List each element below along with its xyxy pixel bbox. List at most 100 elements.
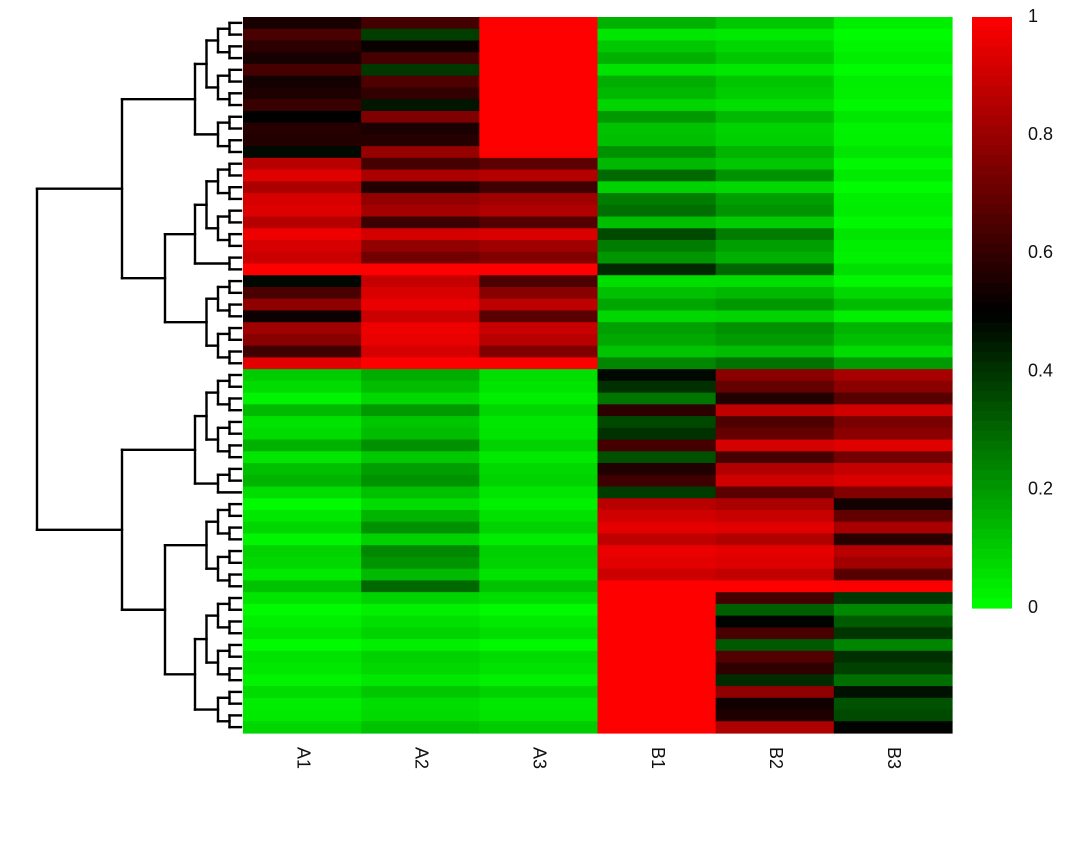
heatmap-cell — [833, 63, 953, 77]
heatmap-cell — [243, 486, 362, 499]
color-legend-step — [972, 145, 1012, 156]
heatmap-cell — [243, 380, 362, 394]
heatmap-cell — [833, 193, 953, 206]
heatmap-cell — [597, 580, 717, 593]
heatmap-cell — [479, 674, 599, 687]
heatmap-cell — [597, 451, 717, 464]
heatmap-cell — [715, 427, 835, 441]
heatmap-cell — [361, 486, 480, 499]
heatmap-cell — [715, 545, 835, 558]
heatmap-cell — [243, 345, 362, 358]
heatmap-cell — [361, 310, 480, 323]
heatmap-cell — [479, 357, 599, 370]
color-legend-step — [972, 332, 1012, 343]
heatmap-cell — [715, 556, 835, 570]
heatmap-cell — [597, 427, 717, 441]
heatmap-cell — [361, 275, 480, 288]
heatmap-cell — [833, 333, 953, 347]
heatmap-cell — [361, 169, 480, 182]
heatmap-cell — [243, 134, 362, 147]
heatmap-cell — [715, 533, 835, 546]
heatmap-cell — [243, 416, 362, 429]
color-legend-step — [972, 95, 1012, 107]
heatmap-cell — [243, 216, 362, 229]
heatmap-cell — [715, 592, 835, 605]
heatmap-cell — [243, 228, 362, 241]
heatmap-cell — [833, 427, 953, 441]
heatmap-cell — [361, 627, 480, 640]
heatmap-cell — [597, 193, 717, 206]
heatmap-cell — [361, 52, 480, 65]
color-legend-step — [972, 135, 1012, 146]
heatmap-cell — [715, 439, 835, 452]
heatmap-cell — [715, 486, 835, 499]
heatmap-cell — [597, 369, 717, 382]
color-legend-step — [972, 371, 1012, 383]
heatmap-cell — [479, 369, 599, 382]
heatmap-cell — [597, 509, 717, 523]
heatmap-cell — [715, 674, 835, 687]
heatmap-cell — [715, 521, 835, 535]
heatmap-cell — [833, 533, 953, 546]
color-legend-step — [972, 361, 1012, 373]
heatmap-cell — [243, 99, 362, 112]
heatmap-cell — [597, 75, 717, 89]
heatmap-cell — [833, 580, 953, 593]
heatmap-cell — [479, 463, 599, 476]
heatmap-cell — [243, 263, 362, 276]
heatmap-cell — [597, 627, 717, 640]
heatmap-cell — [479, 639, 599, 652]
heatmap-cell — [361, 509, 480, 523]
color-legend-step — [972, 519, 1012, 530]
heatmap-cell — [479, 521, 599, 535]
heatmap-cell — [715, 17, 835, 30]
heatmap-cell — [833, 650, 953, 664]
heatmap-cell — [715, 627, 835, 640]
heatmap-cell — [243, 603, 362, 617]
color-legend-tick-label: 0 — [1028, 597, 1038, 617]
heatmap-cell — [597, 650, 717, 664]
color-legend-step — [972, 548, 1012, 560]
heatmap-cell — [479, 216, 599, 229]
heatmap-cell — [597, 392, 717, 405]
heatmap-cell — [243, 639, 362, 652]
heatmap-cell — [479, 275, 599, 288]
heatmap-cell — [361, 251, 480, 265]
heatmap-cell — [715, 193, 835, 206]
heatmap-cell — [479, 40, 599, 53]
heatmap-cell — [715, 357, 835, 370]
heatmap-cell — [597, 146, 717, 159]
heatmap-cell — [833, 474, 953, 488]
color-legend-step — [972, 460, 1012, 471]
heatmap-cell — [597, 556, 717, 570]
heatmap-cell — [833, 134, 953, 147]
heatmap-cell — [479, 498, 599, 511]
heatmap-cell — [243, 333, 362, 347]
heatmap-cell — [479, 263, 599, 276]
column-label: A2 — [412, 747, 432, 769]
heatmap-cell — [597, 157, 717, 171]
heatmap-cell — [243, 545, 362, 558]
heatmap-cell — [479, 169, 599, 182]
heatmap-cell — [715, 345, 835, 358]
heatmap-cell — [597, 122, 717, 135]
heatmap-cell — [715, 498, 835, 511]
heatmap-cell — [243, 193, 362, 206]
heatmap-cell — [597, 263, 717, 276]
heatmap-cell — [361, 63, 480, 77]
heatmap-cell — [243, 251, 362, 265]
heatmap-cell — [479, 721, 599, 734]
heatmap-cell — [715, 650, 835, 664]
heatmap-cell — [597, 240, 717, 253]
heatmap-cell — [243, 298, 362, 312]
heatmap-cell — [597, 521, 717, 535]
heatmap-cell — [715, 369, 835, 382]
heatmap-cell — [715, 157, 835, 171]
heatmap-cell — [243, 404, 362, 417]
heatmap-cell — [243, 75, 362, 89]
heatmap-cell — [479, 204, 599, 218]
heatmap-cell — [597, 416, 717, 429]
heatmap-cell — [597, 463, 717, 476]
heatmap-cell — [833, 380, 953, 394]
color-legend-step — [972, 125, 1012, 136]
